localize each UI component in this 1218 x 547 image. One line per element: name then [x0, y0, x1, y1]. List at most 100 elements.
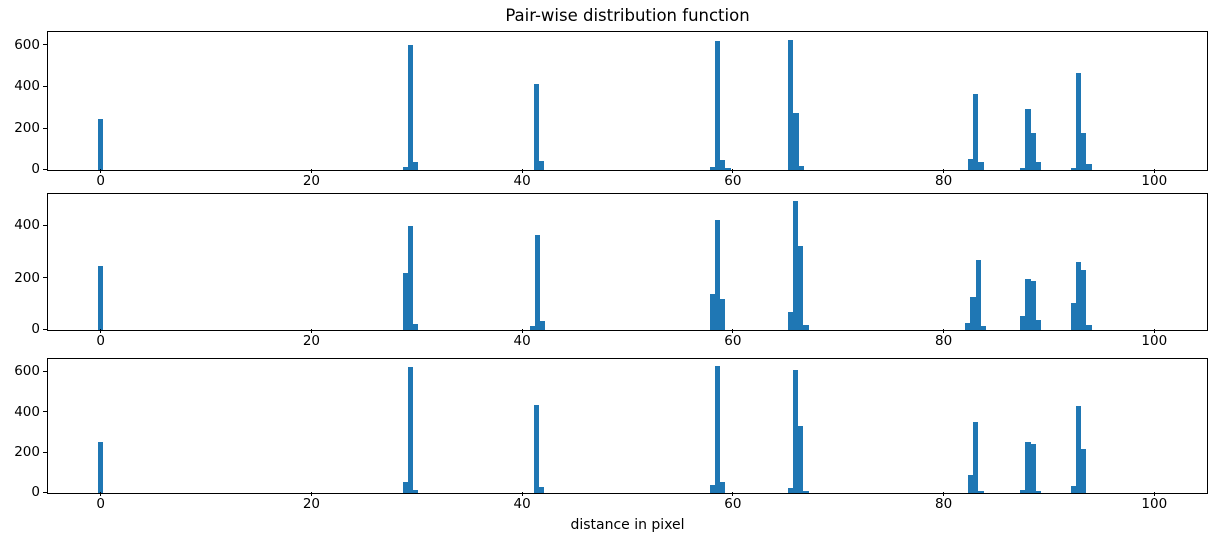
- y-tick-mark: [43, 168, 47, 170]
- histogram-bar: [1030, 132, 1036, 170]
- x-tick-mark: [943, 329, 945, 333]
- x-tick-mark: [521, 169, 523, 173]
- x-tick-mark: [521, 492, 523, 496]
- histogram-bar: [720, 482, 726, 493]
- x-tick-mark: [521, 329, 523, 333]
- histogram-bar: [1035, 162, 1042, 170]
- y-tick-label: 400: [14, 78, 40, 95]
- x-tick-label: 80: [934, 173, 953, 189]
- histogram-bar: [533, 84, 539, 170]
- x-tick-label: 40: [513, 496, 531, 512]
- histogram-bar: [1025, 109, 1031, 170]
- histogram-bar: [967, 158, 974, 170]
- y-tick-label: 200: [14, 269, 40, 286]
- x-tick-label: 80: [934, 496, 953, 512]
- y-tick-label: 600: [14, 36, 40, 53]
- chart-title: Pair-wise distribution function: [505, 6, 750, 25]
- histogram-bar: [413, 162, 419, 170]
- x-tick-label: 60: [724, 496, 742, 512]
- x-tick-mark: [100, 169, 102, 173]
- histogram-bar: [788, 39, 794, 170]
- histogram-bar: [1086, 324, 1092, 330]
- histogram-bar: [973, 421, 979, 493]
- x-tick-label: 20: [302, 333, 320, 349]
- histogram-bar: [1081, 270, 1087, 330]
- histogram-bar: [714, 220, 721, 330]
- x-tick-label: 100: [1141, 333, 1168, 349]
- histogram-bar: [1019, 168, 1026, 170]
- x-tick-mark: [100, 329, 102, 333]
- x-tick-mark: [310, 169, 312, 173]
- histogram-bar: [978, 162, 984, 170]
- histogram-bar: [798, 426, 804, 493]
- x-tick-mark: [1153, 329, 1155, 333]
- x-axis-label: distance in pixel: [570, 517, 685, 533]
- histogram-bar: [709, 166, 715, 170]
- y-tick-label: 0: [31, 484, 40, 500]
- histogram-bar: [538, 160, 545, 170]
- histogram-bar: [973, 93, 979, 170]
- x-tick-mark: [1153, 169, 1155, 173]
- histogram-bar: [407, 367, 414, 493]
- histogram-bar: [413, 490, 419, 493]
- x-tick-mark: [100, 492, 102, 496]
- histogram-bar: [402, 167, 408, 170]
- histogram-bar: [1019, 315, 1026, 330]
- histogram-bar: [970, 296, 976, 330]
- histogram-bar: [98, 118, 104, 170]
- histogram-bar: [540, 321, 546, 330]
- histogram-bar: [793, 112, 799, 170]
- histogram-bar: [98, 265, 104, 330]
- histogram-bar: [720, 159, 726, 170]
- histogram-bar: [1019, 490, 1026, 493]
- y-tick-label: 400: [14, 403, 40, 420]
- x-tick-label: 0: [96, 173, 105, 189]
- histogram-bar: [798, 165, 804, 170]
- y-tick-label: 400: [14, 217, 40, 234]
- x-tick-mark: [732, 492, 734, 496]
- histogram-bar: [965, 323, 971, 330]
- y-tick-mark: [43, 411, 47, 413]
- histogram-bar: [1081, 449, 1087, 493]
- x-tick-mark: [943, 169, 945, 173]
- histogram-bar: [967, 475, 974, 493]
- histogram-bar: [975, 260, 981, 330]
- histogram-bar: [402, 481, 408, 493]
- x-tick-mark: [310, 329, 312, 333]
- y-tick-label: 0: [31, 161, 40, 177]
- histogram-bar: [714, 365, 721, 493]
- histogram-bar: [1070, 167, 1076, 170]
- histogram-bar: [402, 273, 408, 330]
- histogram-bar: [787, 487, 793, 493]
- histogram-bar: [798, 245, 804, 330]
- subplot-axes-middle: 0 20 40 60 80 100 0 200 400: [14, 193, 1208, 348]
- subplot-axes-top: 0 20 40 60 80 100 0 200 400 600: [14, 31, 1208, 188]
- x-tick-label: 80: [934, 333, 953, 349]
- histogram-bar: [803, 325, 809, 330]
- x-tick-label: 40: [513, 333, 531, 349]
- subplot-axes-bottom: 0 20 40 60 80 100 0 200 400 600: [14, 358, 1208, 511]
- histogram-bar: [1070, 303, 1076, 330]
- x-tick-label: 100: [1141, 173, 1168, 189]
- histogram-bar: [538, 487, 545, 493]
- x-tick-label: 0: [96, 496, 105, 512]
- histogram-bar: [980, 326, 987, 330]
- histogram-bar: [1035, 490, 1042, 493]
- histogram-bar: [720, 298, 726, 330]
- x-tick-mark: [1153, 492, 1155, 496]
- y-tick-label: 200: [14, 120, 40, 137]
- histogram-bar: [714, 40, 721, 170]
- histogram-bar: [1075, 73, 1082, 170]
- x-tick-label: 20: [302, 173, 320, 189]
- x-tick-mark: [732, 169, 734, 173]
- histogram-bar: [1075, 405, 1082, 493]
- histogram-bar: [1025, 442, 1031, 493]
- y-tick-mark: [43, 277, 47, 279]
- y-tick-mark: [43, 370, 47, 372]
- histogram-bar: [978, 490, 984, 493]
- histogram-bar: [1030, 444, 1036, 493]
- x-tick-label: 60: [724, 173, 742, 189]
- histogram-bar: [1030, 281, 1036, 330]
- histogram-bar: [407, 44, 414, 170]
